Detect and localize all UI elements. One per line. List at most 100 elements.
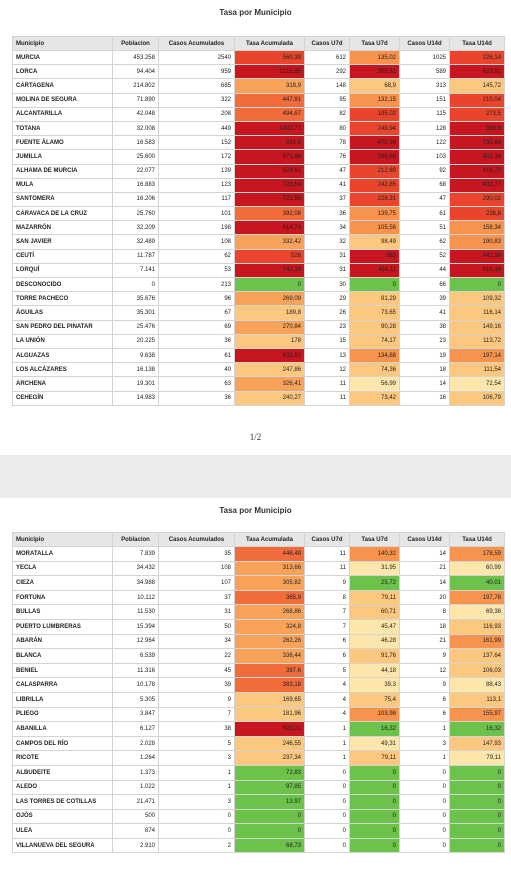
number-cell: 5.305 bbox=[112, 691, 159, 708]
municipality-cell: TOTANA bbox=[12, 120, 113, 137]
rate-cell: 113,72 bbox=[449, 333, 505, 349]
table-row: PLIEGO 3.847 7 181,96 4 103,98 6 155,97 bbox=[12, 706, 505, 723]
table-row: MAZARRÓN 32.209 198 614,74 34 105,56 51 158,34 bbox=[12, 220, 505, 236]
municipality-cell: ALEDO bbox=[12, 779, 113, 796]
rate-cell: 88,43 bbox=[449, 677, 505, 693]
municipality-cell: DESCONOCIDO bbox=[12, 276, 113, 293]
column-header: Tasa U7d bbox=[349, 532, 400, 547]
number-cell: 34.432 bbox=[112, 560, 159, 577]
table-row: MOLINA DE SEGURA 71.890 322 447,91 95 132,15 1… bbox=[12, 92, 505, 108]
rate-cell: 91,76 bbox=[349, 648, 400, 664]
number-cell: 14 bbox=[399, 376, 450, 392]
number-cell: 0 bbox=[304, 808, 350, 825]
rate-cell: 197,14 bbox=[449, 347, 505, 364]
table-row: ABANILLA 6.127 38 620,21 1 16,32 1 16,32 bbox=[12, 721, 505, 737]
column-header: Municipio bbox=[12, 36, 113, 51]
number-cell: 94.404 bbox=[112, 64, 159, 80]
table-row: OJÓS 500 0 0 0 0 0 0 bbox=[12, 808, 505, 825]
rate-cell: 402,34 bbox=[449, 149, 505, 165]
municipality-cell: ÁGUILAS bbox=[12, 305, 113, 321]
rate-cell: 416,72 bbox=[449, 163, 505, 179]
number-cell: 5 bbox=[304, 662, 350, 679]
number-cell: 47 bbox=[399, 191, 450, 208]
rate-cell: 305,82 bbox=[234, 575, 305, 591]
rate-cell: 620,21 bbox=[234, 721, 305, 737]
number-cell: 32.008 bbox=[112, 120, 159, 137]
number-cell: 12.964 bbox=[112, 633, 159, 650]
number-cell: 34 bbox=[304, 220, 350, 236]
rate-cell: 0 bbox=[234, 823, 305, 839]
rate-cell: 336,44 bbox=[234, 648, 305, 664]
number-cell: 214.802 bbox=[112, 78, 159, 94]
number-cell: 0 bbox=[399, 794, 450, 810]
rate-cell: 197,78 bbox=[449, 589, 505, 606]
number-cell: 16.206 bbox=[112, 191, 159, 208]
number-cell: 0 bbox=[399, 764, 450, 781]
number-cell: 612 bbox=[304, 49, 350, 66]
number-cell: 41 bbox=[399, 305, 450, 321]
rate-cell: 44,18 bbox=[349, 662, 400, 679]
number-cell: 14 bbox=[399, 575, 450, 591]
number-cell: 11.530 bbox=[112, 604, 159, 620]
municipality-cell: SAN JAVIER bbox=[12, 234, 113, 250]
rate-cell: 74,17 bbox=[349, 333, 400, 349]
rate-cell: 155,97 bbox=[449, 706, 505, 723]
number-cell: 42.048 bbox=[112, 106, 159, 122]
number-cell: 213 bbox=[158, 276, 235, 293]
number-cell: 3.847 bbox=[112, 706, 159, 723]
number-cell: 44 bbox=[399, 262, 450, 279]
number-cell: 108 bbox=[158, 560, 235, 577]
rate-cell: 97,85 bbox=[234, 779, 305, 796]
municipality-cell: CEHEGÍN bbox=[12, 390, 113, 406]
number-cell: 172 bbox=[158, 149, 235, 165]
number-cell: 11.316 bbox=[112, 662, 159, 679]
municipality-cell: LORQUÍ bbox=[12, 262, 113, 279]
number-cell: 61 bbox=[399, 206, 450, 222]
number-cell: 198 bbox=[158, 220, 235, 236]
column-header: Tasa Acumulada bbox=[234, 532, 305, 547]
number-cell: 36 bbox=[158, 390, 235, 406]
rate-cell: 25,72 bbox=[349, 575, 400, 591]
rate-cell: 392,08 bbox=[234, 206, 305, 222]
rate-cell: 81,29 bbox=[349, 291, 400, 307]
number-cell: 3 bbox=[158, 750, 235, 766]
number-cell: 1 bbox=[158, 779, 235, 796]
number-cell: 1 bbox=[158, 764, 235, 781]
rate-cell: 470,36 bbox=[349, 135, 400, 151]
number-cell: 10.178 bbox=[112, 677, 159, 693]
table-row: MURCIA 453.258 2540 560,39 612 135,02 1025 226,… bbox=[12, 49, 505, 66]
number-cell: 6 bbox=[304, 648, 350, 664]
number-cell: 11 bbox=[304, 376, 350, 392]
municipality-cell: ARCHENA bbox=[12, 376, 113, 392]
number-cell: 21 bbox=[399, 633, 450, 650]
rate-cell: 0 bbox=[449, 779, 505, 796]
rate-cell: 0 bbox=[349, 276, 400, 293]
municipality-cell: SANTOMERA bbox=[12, 191, 113, 208]
rate-cell: 0 bbox=[349, 823, 400, 839]
rate-cell: 147,93 bbox=[449, 735, 505, 752]
number-cell: 51 bbox=[399, 220, 450, 236]
municipality-cell: LAS TORRES DE COTILLAS bbox=[12, 794, 113, 810]
number-cell: 45 bbox=[158, 662, 235, 679]
number-cell: 62 bbox=[399, 234, 450, 250]
rate-cell: 60,71 bbox=[349, 604, 400, 620]
number-cell: 139 bbox=[158, 163, 235, 179]
rate-cell: 263 bbox=[349, 248, 400, 264]
rate-cell: 246,55 bbox=[234, 735, 305, 752]
number-cell: 40 bbox=[158, 362, 235, 378]
rate-cell: 494,67 bbox=[234, 106, 305, 122]
number-cell: 1 bbox=[399, 721, 450, 737]
rate-cell: 178,59 bbox=[449, 546, 505, 562]
municipality-cell: ABARÁN bbox=[12, 633, 113, 650]
table-row: BULLAS 11.530 31 268,86 7 60,71 8 69,38 bbox=[12, 604, 505, 620]
number-cell: 6.127 bbox=[112, 721, 159, 737]
municipality-cell: ALBUDEITE bbox=[12, 764, 113, 781]
rate-cell: 13,97 bbox=[234, 794, 305, 810]
number-cell: 11 bbox=[304, 560, 350, 577]
rate-cell: 226,14 bbox=[449, 49, 505, 66]
rate-cell: 365,9 bbox=[234, 589, 305, 606]
rate-cell: 0 bbox=[349, 808, 400, 825]
rate-cell: 629,61 bbox=[234, 163, 305, 179]
number-cell: 151 bbox=[399, 92, 450, 108]
number-cell: 208 bbox=[158, 106, 235, 122]
